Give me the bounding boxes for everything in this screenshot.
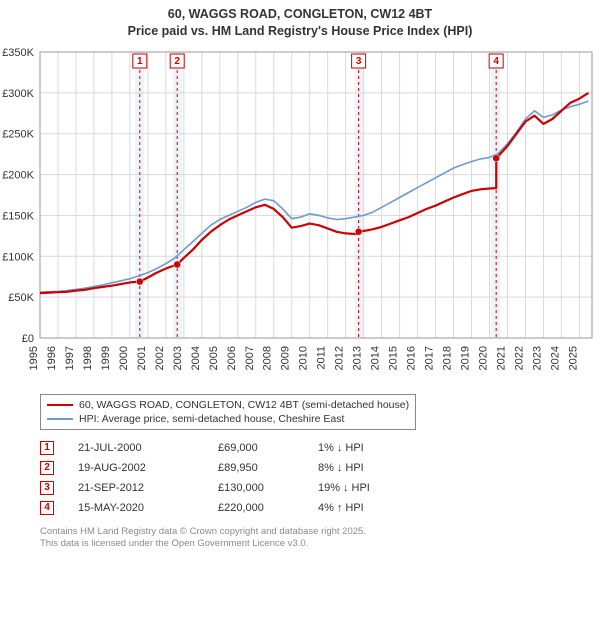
transaction-marker: 4 bbox=[40, 501, 54, 515]
chart-title-block: 60, WAGGS ROAD, CONGLETON, CW12 4BT Pric… bbox=[0, 0, 600, 42]
svg-text:1999: 1999 bbox=[100, 346, 112, 370]
transaction-date: 15-MAY-2020 bbox=[78, 502, 218, 514]
arrow-down-icon: ↓ bbox=[337, 442, 343, 454]
svg-text:2017: 2017 bbox=[424, 346, 436, 370]
svg-text:2025: 2025 bbox=[567, 346, 579, 370]
svg-text:2014: 2014 bbox=[370, 346, 382, 370]
transaction-row: 2 19-AUG-2002£89,9508%↓HPI bbox=[40, 458, 600, 478]
transaction-row: 3 21-SEP-2012£130,00019%↓HPI bbox=[40, 478, 600, 498]
svg-text:2016: 2016 bbox=[406, 346, 418, 370]
svg-text:2024: 2024 bbox=[549, 346, 561, 370]
transaction-date: 19-AUG-2002 bbox=[78, 462, 218, 474]
svg-text:£300K: £300K bbox=[2, 88, 34, 100]
transaction-price: £69,000 bbox=[218, 442, 318, 454]
svg-text:2005: 2005 bbox=[208, 346, 220, 370]
svg-text:£250K: £250K bbox=[2, 128, 34, 140]
svg-text:3: 3 bbox=[356, 56, 362, 67]
legend-row: HPI: Average price, semi-detached house,… bbox=[47, 412, 409, 426]
transaction-diff: 8%↓HPI bbox=[318, 462, 398, 474]
svg-text:1998: 1998 bbox=[82, 346, 94, 370]
line-chart: £0 £50K £100K £150K £200K £250K £300K £350K 1995… bbox=[0, 42, 600, 392]
svg-text:2015: 2015 bbox=[388, 346, 400, 370]
transaction-date: 21-SEP-2012 bbox=[78, 482, 218, 494]
legend-label: HPI: Average price, semi-detached house,… bbox=[79, 413, 344, 425]
svg-text:2020: 2020 bbox=[478, 346, 490, 370]
arrow-down-icon: ↓ bbox=[343, 482, 349, 494]
svg-text:£0: £0 bbox=[22, 333, 34, 345]
svg-text:2007: 2007 bbox=[244, 346, 256, 370]
svg-text:2023: 2023 bbox=[531, 346, 543, 370]
svg-text:2010: 2010 bbox=[298, 346, 310, 370]
svg-text:2008: 2008 bbox=[262, 346, 274, 370]
arrow-down-icon: ↓ bbox=[337, 462, 343, 474]
svg-text:1996: 1996 bbox=[46, 346, 58, 370]
svg-text:2000: 2000 bbox=[118, 346, 130, 370]
transaction-marker: 1 bbox=[40, 441, 54, 455]
transaction-price: £89,950 bbox=[218, 462, 318, 474]
svg-text:4: 4 bbox=[493, 56, 499, 67]
transaction-row: 4 15-MAY-2020£220,0004%↑HPI bbox=[40, 498, 600, 518]
legend-swatch bbox=[47, 404, 73, 406]
svg-text:£150K: £150K bbox=[2, 210, 34, 222]
svg-text:2022: 2022 bbox=[513, 346, 525, 370]
svg-text:2019: 2019 bbox=[460, 346, 472, 370]
svg-text:£100K: £100K bbox=[2, 251, 34, 263]
svg-text:1: 1 bbox=[137, 56, 143, 67]
legend-row: 60, WAGGS ROAD, CONGLETON, CW12 4BT (sem… bbox=[47, 398, 409, 412]
svg-text:£50K: £50K bbox=[8, 292, 34, 304]
svg-text:2021: 2021 bbox=[495, 346, 507, 370]
svg-text:2004: 2004 bbox=[190, 346, 202, 370]
svg-text:2002: 2002 bbox=[154, 346, 166, 370]
transaction-row: 1 21-JUL-2000£69,0001%↓HPI bbox=[40, 438, 600, 458]
svg-text:2011: 2011 bbox=[316, 346, 328, 370]
footnote-line-2: This data is licensed under the Open Gov… bbox=[40, 538, 600, 550]
transaction-price: £130,000 bbox=[218, 482, 318, 494]
svg-text:2001: 2001 bbox=[136, 346, 148, 370]
transaction-date: 21-JUL-2000 bbox=[78, 442, 218, 454]
svg-text:2018: 2018 bbox=[442, 346, 454, 370]
transaction-diff: 1%↓HPI bbox=[318, 442, 398, 454]
svg-text:2013: 2013 bbox=[352, 346, 364, 370]
svg-text:2006: 2006 bbox=[226, 346, 238, 370]
svg-text:£350K: £350K bbox=[2, 47, 34, 59]
svg-text:2012: 2012 bbox=[334, 346, 346, 370]
transaction-diff: 19%↓HPI bbox=[318, 482, 398, 494]
svg-text:1997: 1997 bbox=[64, 346, 76, 370]
title-line-1: 60, WAGGS ROAD, CONGLETON, CW12 4BT bbox=[0, 6, 600, 23]
svg-text:£200K: £200K bbox=[2, 169, 34, 181]
transaction-marker: 3 bbox=[40, 481, 54, 495]
chart-container: £0 £50K £100K £150K £200K £250K £300K £350K 1995… bbox=[0, 42, 600, 392]
transaction-marker: 2 bbox=[40, 461, 54, 475]
transaction-diff: 4%↑HPI bbox=[318, 502, 398, 514]
svg-text:2003: 2003 bbox=[172, 346, 184, 370]
arrow-up-icon: ↑ bbox=[337, 502, 343, 514]
title-line-2: Price paid vs. HM Land Registry's House … bbox=[0, 23, 600, 40]
footnote-line-1: Contains HM Land Registry data © Crown c… bbox=[40, 526, 600, 538]
legend-label: 60, WAGGS ROAD, CONGLETON, CW12 4BT (sem… bbox=[79, 399, 409, 411]
transactions-table: 1 21-JUL-2000£69,0001%↓HPI 2 19-AUG-2002£89… bbox=[40, 438, 600, 518]
footnote: Contains HM Land Registry data © Crown c… bbox=[40, 526, 600, 551]
transaction-price: £220,000 bbox=[218, 502, 318, 514]
svg-text:2009: 2009 bbox=[280, 346, 292, 370]
legend-swatch bbox=[47, 418, 73, 420]
legend: 60, WAGGS ROAD, CONGLETON, CW12 4BT (sem… bbox=[40, 394, 416, 430]
svg-text:1995: 1995 bbox=[28, 346, 40, 370]
svg-text:2: 2 bbox=[174, 56, 180, 67]
